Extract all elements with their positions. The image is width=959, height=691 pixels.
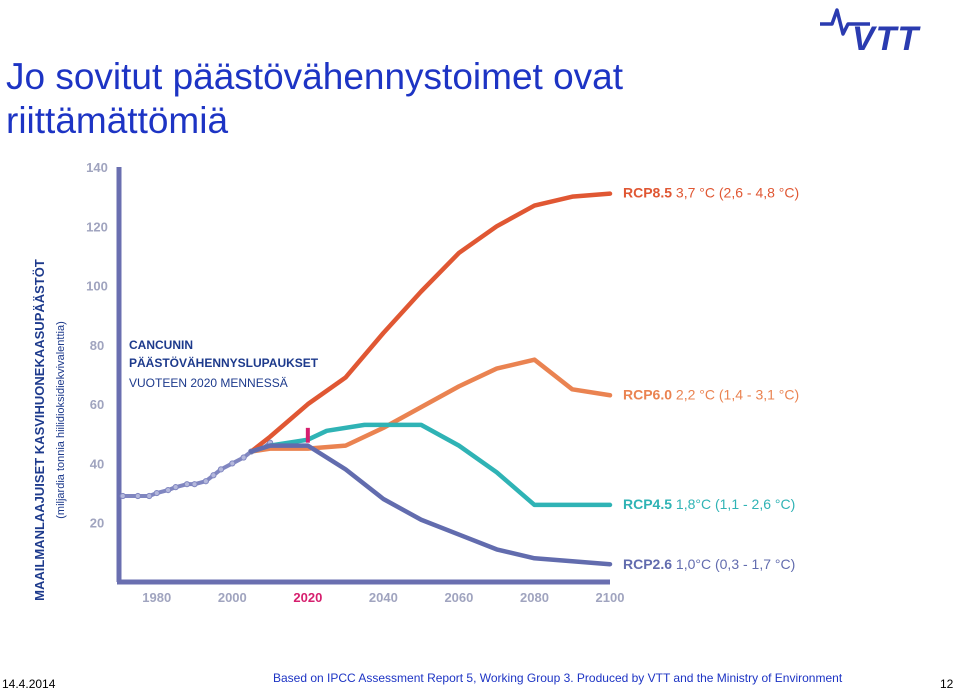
y-tick-label: 60	[90, 397, 104, 412]
history-point	[202, 478, 209, 485]
history-point	[210, 472, 217, 479]
y-axis-title-group: MAAILMANLAAJUISET KASVIHUONEKAASUPÄÄSTÖT…	[32, 259, 67, 601]
history-point	[217, 466, 225, 473]
y-axis-title: MAAILMANLAAJUISET KASVIHUONEKAASUPÄÄSTÖT	[32, 259, 47, 601]
y-tick-label: 120	[86, 219, 108, 234]
history-point	[146, 492, 153, 500]
x-tick-label: 2040	[369, 590, 398, 605]
page-number: 12	[940, 677, 954, 691]
cancun-annotation: CANCUNIN PÄÄSTÖVÄHENNYSLUPAUKSET VUOTEEN…	[129, 338, 319, 443]
history-point	[240, 454, 247, 461]
history-point	[165, 487, 172, 494]
footer-date: 14.4.2014	[2, 677, 56, 691]
series-line-rcp45	[248, 422, 613, 508]
history-point	[229, 460, 236, 467]
history-series	[119, 439, 274, 500]
y-axis-subtitle: (miljardia tonnia hiilidioksidiekvivalen…	[55, 321, 67, 518]
slide-title-line-1: Jo sovitut päästövähennystoimet ovat	[6, 55, 624, 97]
series-line-rcp60	[248, 357, 613, 454]
history-line	[122, 441, 272, 499]
series-label: RCP6.0 2,2 °C (1,4 - 3,1 °C)	[623, 386, 799, 402]
y-tick-label: 80	[90, 338, 104, 353]
vtt-logo: VTT	[818, 4, 958, 58]
y-tick-label: 40	[90, 456, 104, 471]
x-tick-label: 1980	[142, 590, 171, 605]
x-tick-label: 2000	[218, 590, 247, 605]
y-tick-label: 100	[86, 279, 108, 294]
history-point	[134, 492, 141, 500]
vtt-logo-wordmark: VTT	[852, 20, 921, 54]
scenario-labels: RCP8.5 3,7 °C (2,6 - 4,8 °C) RCP6.0 2,2 °…	[623, 185, 799, 573]
series-line-rcp85	[248, 191, 613, 454]
series-label: RCP2.6 1,0°C (0,3 - 1,7 °C)	[623, 556, 795, 572]
annotation-line-1: CANCUNIN	[129, 338, 193, 352]
x-tick-label: 2060	[444, 590, 473, 605]
slide-title: Jo sovitut päästövähennystoimet ovat rii…	[6, 55, 766, 143]
series-label: RCP8.5 3,7 °C (2,6 - 4,8 °C)	[623, 185, 799, 201]
y-tick-labels: 20 40 60 80 100 120 140	[86, 160, 108, 531]
annotation-line-3: VUOTEEN 2020 MENNESSÄ	[129, 376, 288, 390]
x-tick-label: 2020	[293, 590, 322, 605]
x-tick-labels: 1980 2000 2020 2040 2060 2080 2100	[142, 590, 624, 605]
history-point	[172, 484, 179, 491]
footer-source: Based on IPCC Assessment Report 5, Worki…	[273, 671, 843, 685]
y-tick-label: 140	[86, 160, 108, 175]
annotation-line-2: PÄÄSTÖVÄHENNYSLUPAUKSET	[129, 355, 319, 370]
y-tick-label: 20	[90, 516, 104, 531]
slide-title-line-2: riittämättömiä	[6, 99, 229, 141]
series-label: RCP4.5 1,8°C (1,1 - 2,6 °C)	[623, 496, 795, 512]
scenario-series	[248, 191, 613, 567]
vtt-logo-mark: VTT	[820, 8, 921, 58]
history-point	[183, 481, 191, 488]
vtt-logo-wave-icon	[820, 8, 870, 36]
emissions-chart: MAAILMANLAAJUISET KASVIHUONEKAASUPÄÄSTÖT…	[32, 160, 799, 605]
x-tick-label: 2080	[520, 590, 549, 605]
history-point	[153, 489, 160, 497]
history-point	[191, 481, 198, 488]
x-tick-label: 2100	[596, 590, 625, 605]
chart-axes	[116, 167, 610, 585]
series-line-rcp26	[248, 443, 613, 567]
history-point	[119, 492, 126, 500]
